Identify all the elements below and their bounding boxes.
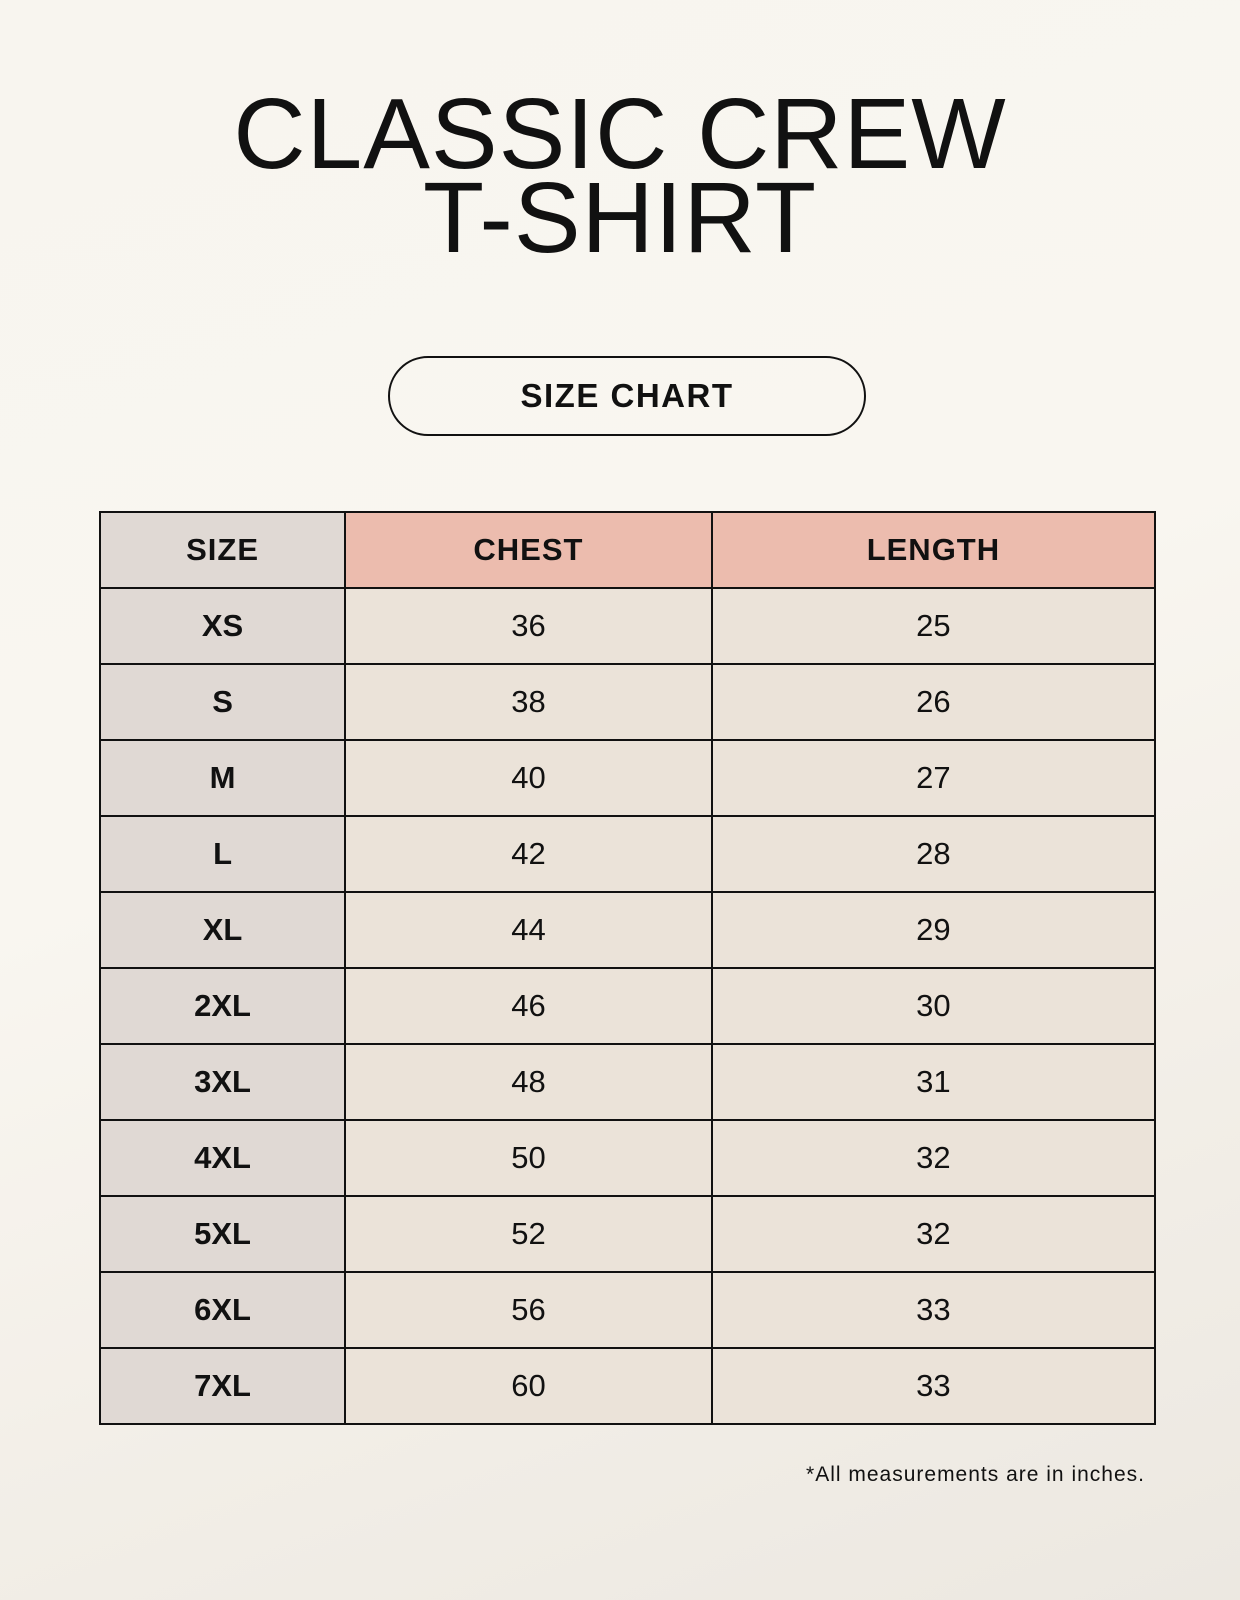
cell-length: 30: [710, 967, 1157, 1045]
cell-length: 28: [710, 815, 1157, 893]
cell-length: 32: [710, 1195, 1157, 1273]
cell-chest: 48: [344, 1043, 713, 1121]
cell-chest: 56: [344, 1271, 713, 1349]
cell-length: 33: [710, 1271, 1157, 1349]
table-row: 5XL 52 32: [98, 1195, 1157, 1273]
cell-size: XL: [98, 891, 347, 969]
cell-size: L: [98, 815, 347, 893]
cell-chest: 42: [344, 815, 713, 893]
table-row: XL 44 29: [98, 891, 1157, 969]
cell-length: 26: [710, 663, 1157, 741]
title-line-1: CLASSIC CREW: [233, 78, 1007, 190]
table-row: 6XL 56 33: [98, 1271, 1157, 1349]
size-table: SIZE CHEST LENGTH XS 36 25 S 38 26 M 40 27 L 42 28 X…: [98, 511, 1157, 1425]
cell-size: S: [98, 663, 347, 741]
cell-size: 4XL: [98, 1119, 347, 1197]
cell-chest: 50: [344, 1119, 713, 1197]
cell-size: XS: [98, 587, 347, 665]
cell-size: 6XL: [98, 1271, 347, 1349]
cell-size: 7XL: [98, 1347, 347, 1425]
table-row: 4XL 50 32: [98, 1119, 1157, 1197]
table-row: 7XL 60 33: [98, 1347, 1157, 1425]
cell-chest: 38: [344, 663, 713, 741]
cell-length: 32: [710, 1119, 1157, 1197]
page-title: CLASSIC CREW T-SHIRT: [0, 78, 1240, 274]
cell-chest: 60: [344, 1347, 713, 1425]
footnote: *All measurements are in inches.: [806, 1463, 1145, 1486]
cell-chest: 52: [344, 1195, 713, 1273]
header-size: SIZE: [98, 511, 347, 589]
cell-size: M: [98, 739, 347, 817]
table-row: M 40 27: [98, 739, 1157, 817]
cell-length: 31: [710, 1043, 1157, 1121]
table-row: 2XL 46 30: [98, 967, 1157, 1045]
table-row: XS 36 25: [98, 587, 1157, 665]
cell-length: 29: [710, 891, 1157, 969]
table-row: S 38 26: [98, 663, 1157, 741]
title-line-2: T-SHIRT: [422, 162, 818, 274]
cell-chest: 40: [344, 739, 713, 817]
cell-size: 2XL: [98, 967, 347, 1045]
cell-chest: 46: [344, 967, 713, 1045]
table-row: 3XL 48 31: [98, 1043, 1157, 1121]
cell-length: 33: [710, 1347, 1157, 1425]
cell-chest: 44: [344, 891, 713, 969]
table-row: L 42 28: [98, 815, 1157, 893]
cell-size: 3XL: [98, 1043, 347, 1121]
cell-length: 25: [710, 587, 1157, 665]
cell-length: 27: [710, 739, 1157, 817]
header-chest: CHEST: [344, 511, 713, 589]
cell-size: 5XL: [98, 1195, 347, 1273]
cell-chest: 36: [344, 587, 713, 665]
size-chart-badge: SIZE CHART: [388, 356, 866, 436]
table-header-row: SIZE CHEST LENGTH: [98, 511, 1157, 589]
header-length: LENGTH: [710, 511, 1157, 589]
